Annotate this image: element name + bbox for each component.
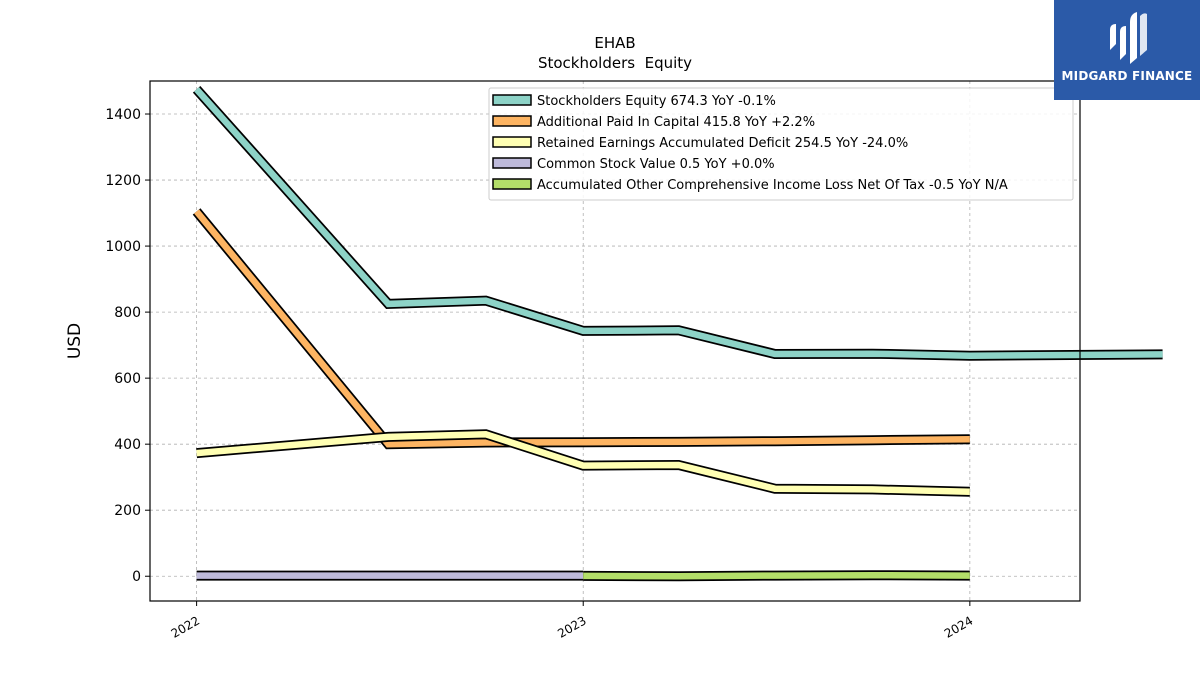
logo-mark-icon [1110,12,1147,64]
series-line [192,208,970,450]
y-tick-label: 600 [114,371,141,387]
series-line [583,570,970,582]
series-line [196,429,970,497]
series-line-fill [196,431,970,495]
y-tick-label: 800 [114,305,141,321]
series-line-fill [194,209,970,448]
series-line-fill [583,571,970,580]
legend-swatch [492,94,532,106]
legend-box [488,87,1074,201]
x-tick-label: 2024 [942,613,975,640]
y-tick-label: 200 [114,503,141,519]
chart-title: EHAB [594,34,635,52]
legend-swatch [492,157,532,169]
y-axis-label: USD [65,323,85,359]
x-tick-label: 2023 [555,613,588,640]
logo-text: MIDGARD FINANCE [1061,69,1193,83]
legend-swatch [492,178,532,190]
series-line [192,85,1163,361]
legend-swatch [492,115,532,127]
legend-entry: Accumulated Other Comprehensive Income L… [537,178,1008,193]
y-tick-label: 1000 [105,239,141,255]
logo: MIDGARD FINANCE [1054,0,1200,100]
chart-subtitle: Stockholders Equity [538,54,692,72]
series-line-fill [194,87,1163,359]
y-tick-label: 0 [132,569,141,585]
legend-entry: Additional Paid In Capital 415.8 YoY +2.… [537,115,815,130]
x-tick-label: 2022 [169,613,202,640]
plot-frame [149,80,1081,602]
legend-entry: Retained Earnings Accumulated Deficit 25… [537,136,908,151]
legend-entry: Common Stock Value 0.5 YoY +0.0% [537,157,775,172]
y-tick-label: 1400 [105,107,141,123]
y-tick-label: 400 [114,437,141,453]
y-tick-label: 1200 [105,173,141,189]
legend-entry: Stockholders Equity 674.3 YoY -0.1% [537,94,776,109]
legend-swatch [492,136,532,148]
legend: Stockholders Equity 674.3 YoY -0.1% Addit… [488,87,1074,201]
